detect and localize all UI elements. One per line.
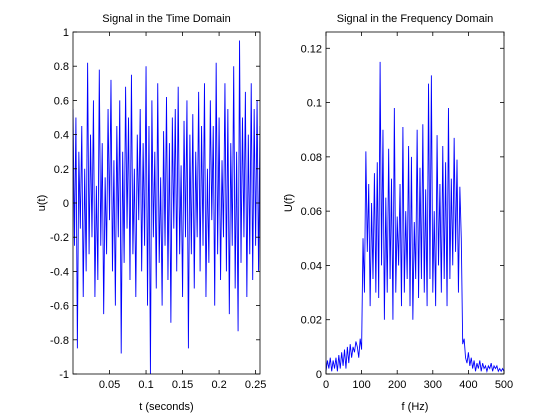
y-tick-label: 0 — [316, 369, 322, 381]
y-tick-label: -0.2 — [50, 232, 69, 244]
series-line — [326, 61, 504, 374]
y-tick-label: 0.12 — [301, 43, 322, 55]
y-axis-label: u(t) — [36, 195, 48, 212]
y-tick-label: 0.2 — [54, 164, 69, 176]
x-tick-label: 0.05 — [99, 379, 120, 391]
y-tick-label: 1 — [63, 27, 69, 39]
frequency-domain-chart: 0 100 200 300 400 500 0 0.02 0.04 0.06 0.08 0.1 0.12… — [283, 13, 513, 413]
y-tick-label: 0 — [63, 198, 69, 210]
y-tick-label: 0.8 — [54, 61, 69, 73]
x-tick-label: 0.1 — [138, 379, 153, 391]
x-tick-label: 300 — [424, 379, 442, 391]
y-tick-label: 0.4 — [54, 130, 69, 142]
y-tick-label: -0.4 — [50, 266, 69, 278]
y-tick-label: -0.8 — [50, 335, 69, 347]
x-tick-label: 400 — [459, 379, 477, 391]
x-axis-label: t (seconds) — [139, 401, 193, 413]
y-tick-label: 0.08 — [301, 152, 322, 164]
x-tick-label: 0.2 — [211, 379, 226, 391]
y-tick-label: -0.6 — [50, 301, 69, 313]
y-tick-label: 0.04 — [301, 260, 322, 272]
y-tick-label: 0.06 — [301, 206, 322, 218]
x-tick-label: 200 — [388, 379, 406, 391]
plot-frame — [325, 31, 505, 375]
chart-title: Signal in the Frequency Domain — [337, 13, 494, 25]
series-line — [73, 40, 260, 374]
chart-title: Signal in the Time Domain — [102, 13, 230, 25]
x-tick-label: 500 — [495, 379, 513, 391]
y-tick-label: 0.6 — [54, 95, 69, 107]
x-tick-label: 0.15 — [172, 379, 193, 391]
x-tick-label: 0.25 — [245, 379, 266, 391]
y-tick-label: 0.1 — [307, 98, 322, 110]
x-axis-label: f (Hz) — [402, 401, 429, 413]
x-tick-label: 100 — [352, 379, 370, 391]
y-axis-label: U(f) — [283, 194, 295, 212]
y-tick-label: 0.02 — [301, 315, 322, 327]
plot-area — [326, 32, 504, 374]
y-tick-label: -1 — [59, 369, 69, 381]
time-domain-chart: 0.05 0.1 0.15 0.2 0.25 -1 -0.8 -0.6 -0.4 -0.2 0 0.2… — [36, 13, 266, 413]
x-tick-label: 0 — [323, 379, 329, 391]
